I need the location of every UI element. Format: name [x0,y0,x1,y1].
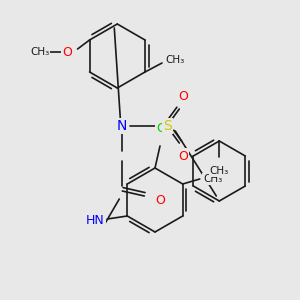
Text: O: O [155,194,165,208]
Text: O: O [178,149,188,163]
Text: CH₃: CH₃ [210,166,229,176]
Text: CH₃: CH₃ [203,174,222,184]
Text: N: N [117,119,128,133]
Text: CH₃: CH₃ [165,55,184,65]
Text: HN: HN [86,214,105,227]
Text: O: O [178,89,188,103]
Text: O: O [63,46,73,59]
Text: S: S [163,119,172,133]
Text: CH₃: CH₃ [30,47,49,57]
Text: Cl: Cl [156,122,168,134]
